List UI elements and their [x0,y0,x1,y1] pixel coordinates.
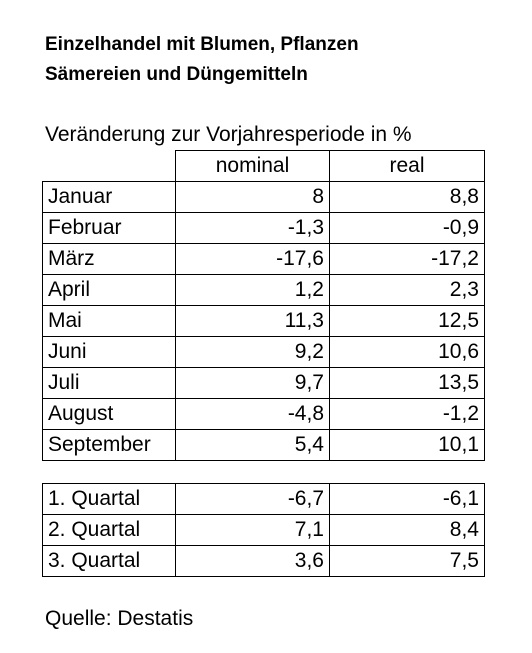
nominal-value-cell: -17,6 [175,243,330,275]
nominal-value-cell: 9,2 [175,336,330,368]
chart-title-line1: Einzelhandel mit Blumen, Pflanzen [45,34,359,55]
row-label-cell: Januar [42,181,176,213]
real-value-cell: 12,5 [329,305,485,337]
real-value-cell: -6,1 [329,483,485,515]
real-value-cell: 13,5 [329,367,485,399]
quarter-row: 1. Quartal -6,7 -6,1 [42,483,485,515]
row-label-cell: 1. Quartal [42,483,176,515]
month-row: März -17,6 -17,2 [42,243,485,275]
nominal-value-cell: 1,2 [175,274,330,306]
real-value-cell: 8,4 [329,514,485,546]
real-value-cell: 7,5 [329,545,485,577]
row-label-cell: März [42,243,176,275]
month-row: Februar -1,3 -0,9 [42,212,485,244]
real-value-cell: 10,6 [329,336,485,368]
row-label-cell: August [42,398,176,430]
month-row: August -4,8 -1,2 [42,398,485,430]
month-row: April 1,2 2,3 [42,274,485,306]
month-row: Mai 11,3 12,5 [42,305,485,337]
quarter-row: 2. Quartal 7,1 8,4 [42,514,485,546]
chart-title-line2: Sämereien und Düngemitteln [45,64,308,85]
nominal-value-cell: -4,8 [175,398,330,430]
header-row: nominal real [43,150,485,182]
month-row: Januar 8 8,8 [42,181,485,213]
quarterly-table-body: 1. Quartal -6,7 -6,1 2. Quartal 7,1 8,4 3. Qua… [42,483,485,577]
nominal-value-cell: 9,7 [175,367,330,399]
nominal-value-cell: 11,3 [175,305,330,337]
real-value-cell: 8,8 [329,181,485,213]
nominal-value-cell: -1,3 [175,212,330,244]
real-value-cell: 2,3 [329,274,485,306]
month-row: Juli 9,7 13,5 [42,367,485,399]
chart-subtitle: Veränderung zur Vorjahresperiode in % [45,123,412,146]
nominal-value-cell: 3,6 [175,545,330,577]
header-empty-cell [43,151,176,182]
row-label-cell: September [42,429,176,461]
nominal-value-cell: 5,4 [175,429,330,461]
row-label-cell: Februar [42,212,176,244]
monthly-table: nominal real Januar 8 8,8 Februar -1,3 -0,9 Mä… [42,150,485,461]
source-note: Quelle: Destatis [45,607,194,630]
nominal-value-cell: 7,1 [175,514,330,546]
monthly-table-body: nominal real Januar 8 8,8 Februar -1,3 -0,9 Mä… [42,150,485,461]
real-value-cell: -0,9 [329,212,485,244]
quarter-row: 3. Quartal 3,6 7,5 [42,545,485,577]
month-row: Juni 9,2 10,6 [42,336,485,368]
row-label-cell: 2. Quartal [42,514,176,546]
real-value-cell: -17,2 [329,243,485,275]
row-label-cell: Juni [42,336,176,368]
row-label-cell: Mai [42,305,176,337]
column-header-real: real [329,150,485,182]
real-value-cell: 10,1 [329,429,485,461]
nominal-value-cell: -6,7 [175,483,330,515]
real-value-cell: -1,2 [329,398,485,430]
row-label-cell: Juli [42,367,176,399]
quarterly-table: 1. Quartal -6,7 -6,1 2. Quartal 7,1 8,4 3. Qua… [42,483,485,577]
column-header-nominal: nominal [175,150,330,182]
month-row: September 5,4 10,1 [42,429,485,461]
row-label-cell: April [42,274,176,306]
nominal-value-cell: 8 [175,181,330,213]
row-label-cell: 3. Quartal [42,545,176,577]
